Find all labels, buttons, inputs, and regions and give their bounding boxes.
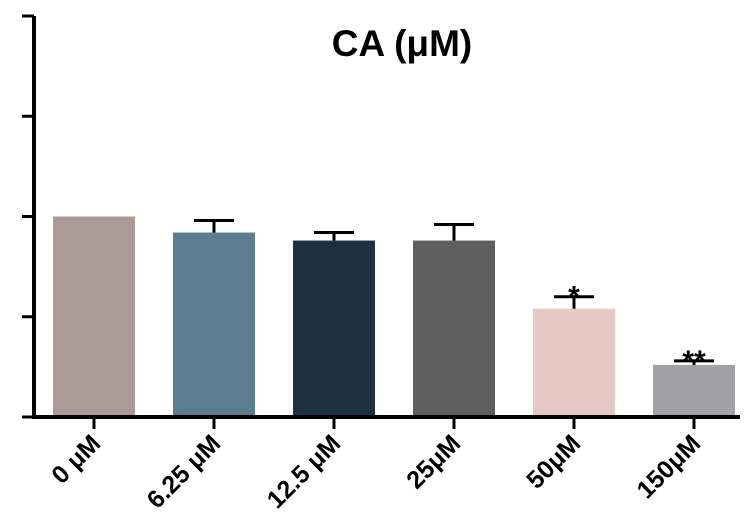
bar-5 xyxy=(533,308,615,417)
bars-layer xyxy=(53,216,735,417)
axes xyxy=(22,14,740,429)
significance-label-6: ** xyxy=(682,345,706,378)
x-tick-label-1: 0 μM xyxy=(46,429,106,489)
bar-3 xyxy=(293,240,375,417)
x-tick-label-4: 25μM xyxy=(401,429,466,494)
x-tick-label-3: 12.5 μM xyxy=(262,429,347,514)
x-tick-label-2: 6.25 μM xyxy=(142,429,227,514)
bar-1 xyxy=(53,216,135,417)
significance-label-5: * xyxy=(568,281,580,314)
x-tick-label-5: 50μM xyxy=(521,429,586,494)
x-tick-label-6: 150μM xyxy=(631,429,706,504)
bar-2 xyxy=(173,232,255,417)
chart-title: CA (μM) xyxy=(332,23,472,64)
bar-4 xyxy=(413,240,495,417)
error-bars-layer xyxy=(194,219,714,365)
bar-6 xyxy=(653,364,735,417)
